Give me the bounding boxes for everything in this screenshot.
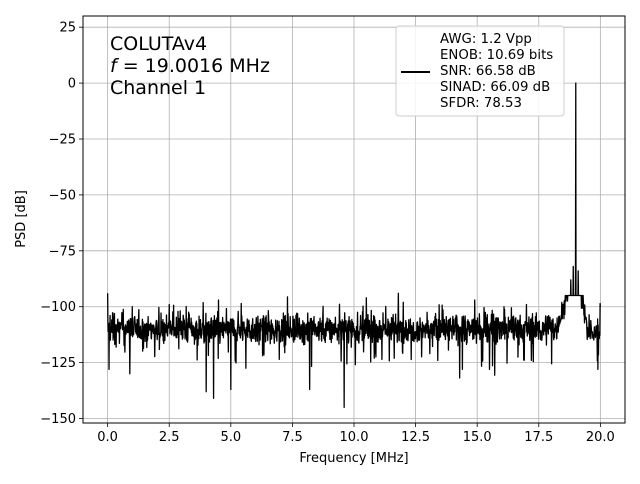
x-tick-label: 20.0 [586, 430, 615, 445]
x-tick-label: 7.5 [282, 430, 303, 445]
info-annotation: COLUTAv4 f = 19.0016 MHz Channel 1 [110, 33, 270, 99]
y-tick-label: 0 [68, 77, 76, 92]
y-tick-label: 25 [59, 21, 76, 36]
x-tick-label: 12.5 [401, 430, 430, 445]
y-axis-label: PSD [dB] [14, 190, 29, 248]
psd-line [106, 82, 602, 408]
legend-sinad: SINAD: 66.09 dB [440, 80, 550, 95]
annotation-device: COLUTAv4 [110, 33, 207, 55]
y-axis-ticks: 25 0 −25 −50 −75 −100 −125 −150 [40, 21, 83, 427]
x-axis-ticks: 0.0 2.5 5.0 7.5 10.0 12.5 15.0 17.5 20.0 [97, 423, 615, 445]
legend-snr: SNR: 66.58 dB [440, 64, 536, 79]
legend: AWG: 1.2 Vpp ENOB: 10.69 bits SNR: 66.58… [395, 25, 565, 117]
x-tick-label: 2.5 [159, 430, 180, 445]
x-tick-label: 17.5 [524, 430, 553, 445]
legend-enob: ENOB: 10.69 bits [440, 48, 553, 63]
legend-sfdr: SFDR: 78.53 [440, 96, 522, 111]
annotation-channel: Channel 1 [110, 77, 206, 99]
x-axis-label: Frequency [MHz] [299, 451, 408, 466]
y-tick-label: −125 [40, 356, 76, 371]
y-tick-label: −50 [49, 188, 76, 203]
x-tick-label: 10.0 [340, 430, 369, 445]
y-tick-label: −150 [40, 412, 76, 427]
x-tick-label: 15.0 [463, 430, 492, 445]
legend-frame [395, 25, 565, 117]
y-tick-label: −25 [49, 132, 76, 147]
y-tick-label: −75 [49, 244, 76, 259]
annotation-frequency-symbol: f [110, 55, 120, 77]
y-tick-label: −100 [40, 300, 76, 315]
x-tick-label: 0.0 [97, 430, 118, 445]
x-tick-label: 5.0 [220, 430, 241, 445]
psd-series [106, 82, 602, 408]
annotation-frequency: f = 19.0016 MHz [110, 55, 270, 77]
annotation-frequency-value: = 19.0016 MHz [123, 55, 270, 77]
legend-awg: AWG: 1.2 Vpp [440, 32, 532, 47]
